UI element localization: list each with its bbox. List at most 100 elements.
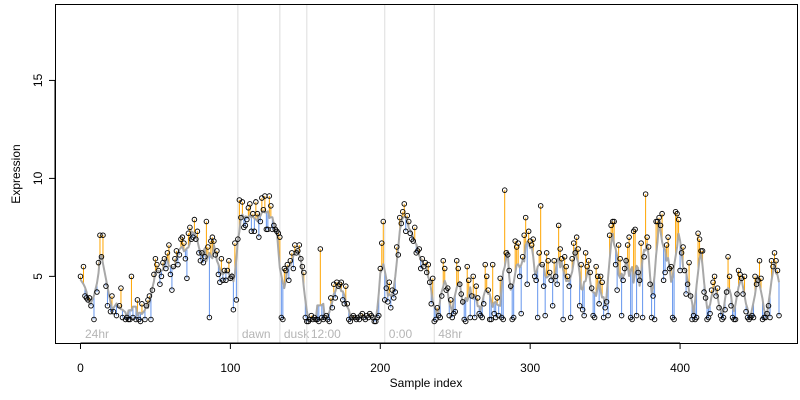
data-point <box>548 277 554 284</box>
data-point <box>542 312 548 319</box>
data-point <box>377 265 384 272</box>
data-point <box>728 303 734 309</box>
data-point <box>471 314 478 321</box>
data-point <box>268 203 274 209</box>
data-point <box>104 303 111 309</box>
data-point <box>256 234 262 240</box>
data-point <box>546 269 553 276</box>
data-point <box>166 242 172 248</box>
data-point <box>151 271 157 278</box>
data-point <box>534 314 541 321</box>
data-point <box>605 312 611 319</box>
data-point <box>455 265 461 272</box>
data-point <box>651 316 658 323</box>
marker-label-0: dawn <box>242 327 271 341</box>
data-point <box>91 316 97 323</box>
data-point <box>441 265 448 272</box>
data-point <box>770 263 776 270</box>
data-point <box>641 254 647 260</box>
data-point <box>617 255 623 262</box>
data-point <box>298 255 304 262</box>
x-tick-label: 300 <box>520 361 540 375</box>
data-point <box>432 316 439 323</box>
data-point <box>277 234 283 240</box>
data-point <box>211 238 217 244</box>
data-point <box>95 259 102 266</box>
data-point <box>247 201 253 207</box>
data-point <box>668 263 674 270</box>
data-point <box>551 257 557 264</box>
data-point <box>215 271 222 278</box>
data-point <box>406 218 412 225</box>
data-point <box>283 267 289 274</box>
data-point <box>199 250 205 256</box>
data-point <box>444 285 451 291</box>
data-point <box>182 255 189 262</box>
data-point <box>191 216 198 223</box>
data-point <box>564 273 571 280</box>
data-point <box>656 214 662 221</box>
data-point <box>638 240 644 246</box>
annotation-label-0: 24hr <box>85 327 109 341</box>
data-point <box>88 303 94 309</box>
data-point <box>185 230 192 237</box>
data-point <box>203 218 210 225</box>
data-point <box>86 295 93 301</box>
data-point <box>248 228 255 235</box>
data-point <box>639 314 646 321</box>
data-point <box>172 255 178 262</box>
data-point <box>581 312 587 319</box>
data-point <box>537 203 544 209</box>
data-point <box>317 246 324 252</box>
data-point <box>734 291 740 297</box>
data-point <box>588 285 595 291</box>
data-point <box>723 289 730 295</box>
marker-label-2: 12:00 <box>311 327 341 341</box>
data-point <box>453 257 460 264</box>
data-point <box>515 240 521 246</box>
data-point <box>251 228 258 235</box>
data-point <box>479 314 485 321</box>
data-point <box>179 234 186 240</box>
data-point <box>554 281 560 287</box>
data-point <box>388 304 394 311</box>
data-point <box>494 295 500 301</box>
data-point <box>600 314 607 321</box>
marker-label-3: 0:00 <box>389 327 413 341</box>
data-point <box>545 257 551 264</box>
data-point <box>290 265 297 272</box>
data-point <box>400 208 406 215</box>
data-point <box>701 289 707 295</box>
data-point <box>343 283 349 289</box>
data-point <box>344 301 351 307</box>
data-point <box>530 236 536 242</box>
data-point <box>470 273 476 280</box>
data-point <box>238 214 244 221</box>
data-point <box>756 257 763 264</box>
data-point <box>202 254 208 260</box>
data-point <box>750 314 757 321</box>
data-point <box>473 283 479 289</box>
data-points <box>77 187 782 325</box>
data-point <box>579 306 586 313</box>
data-point <box>426 279 433 286</box>
data-point <box>392 289 399 295</box>
data-point <box>681 267 688 274</box>
data-point <box>587 269 593 276</box>
data-point <box>650 293 656 299</box>
data-point <box>167 271 174 278</box>
data-point <box>657 222 664 229</box>
data-point <box>585 257 592 264</box>
data-point <box>594 273 601 280</box>
data-point <box>107 308 114 315</box>
data-point <box>665 234 671 240</box>
data-point <box>410 238 417 244</box>
data-point <box>525 228 532 235</box>
data-point <box>103 283 109 289</box>
data-point <box>139 301 145 307</box>
data-point <box>220 277 226 284</box>
data-point <box>635 269 641 276</box>
data-point <box>716 304 722 311</box>
data-point <box>632 226 638 233</box>
data-point <box>743 308 749 315</box>
